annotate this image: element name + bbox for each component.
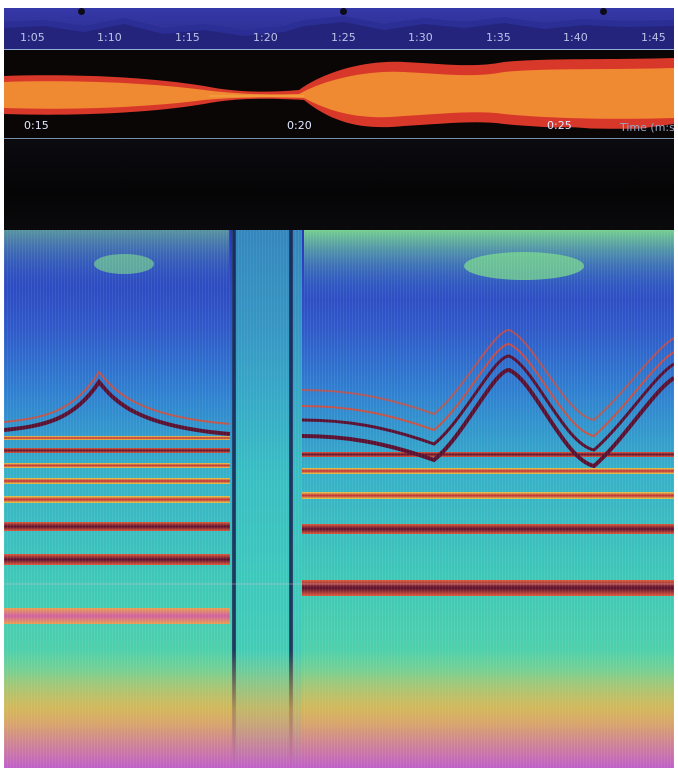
waveform-pane[interactable]: 0:15 0:20 0:25 Time (m:s <box>4 50 674 140</box>
overview-tick: 1:40 <box>563 31 588 44</box>
marker-dot[interactable] <box>340 8 347 15</box>
waveform-time-ruler: 0:15 0:20 0:25 <box>4 120 674 136</box>
spectrogram-pane[interactable] <box>4 230 674 768</box>
amplitude-waveform <box>4 50 674 140</box>
waveform-tick: 0:20 <box>287 119 312 132</box>
overview-tick: 1:45 <box>641 31 666 44</box>
overview-tick: 1:05 <box>20 31 45 44</box>
marker-dot[interactable] <box>600 8 607 15</box>
overview-axis-line <box>4 49 674 50</box>
overview-tick: 1:35 <box>486 31 511 44</box>
marker-dot[interactable] <box>78 8 85 15</box>
time-axis-label: Time (m:s <box>620 121 674 134</box>
overview-timeline[interactable]: 1:05 1:10 1:15 1:20 1:25 1:30 1:35 1:40 … <box>4 8 674 50</box>
overview-tick: 1:10 <box>97 31 122 44</box>
overview-tick: 1:15 <box>175 31 200 44</box>
waveform-tick: 0:15 <box>24 119 49 132</box>
pane-divider <box>4 140 674 230</box>
overview-time-ruler: 1:05 1:10 1:15 1:20 1:25 1:30 1:35 1:40 … <box>4 32 674 48</box>
waveform-tick: 0:25 <box>547 119 572 132</box>
overview-tick: 1:30 <box>408 31 433 44</box>
spectrogram-image <box>4 230 674 768</box>
overview-tick: 1:20 <box>253 31 278 44</box>
waveform-axis-line <box>4 138 674 139</box>
audio-editor-screen: 1:05 1:10 1:15 1:20 1:25 1:30 1:35 1:40 … <box>4 8 674 768</box>
overview-tick: 1:25 <box>331 31 356 44</box>
overview-waveform <box>4 16 674 50</box>
